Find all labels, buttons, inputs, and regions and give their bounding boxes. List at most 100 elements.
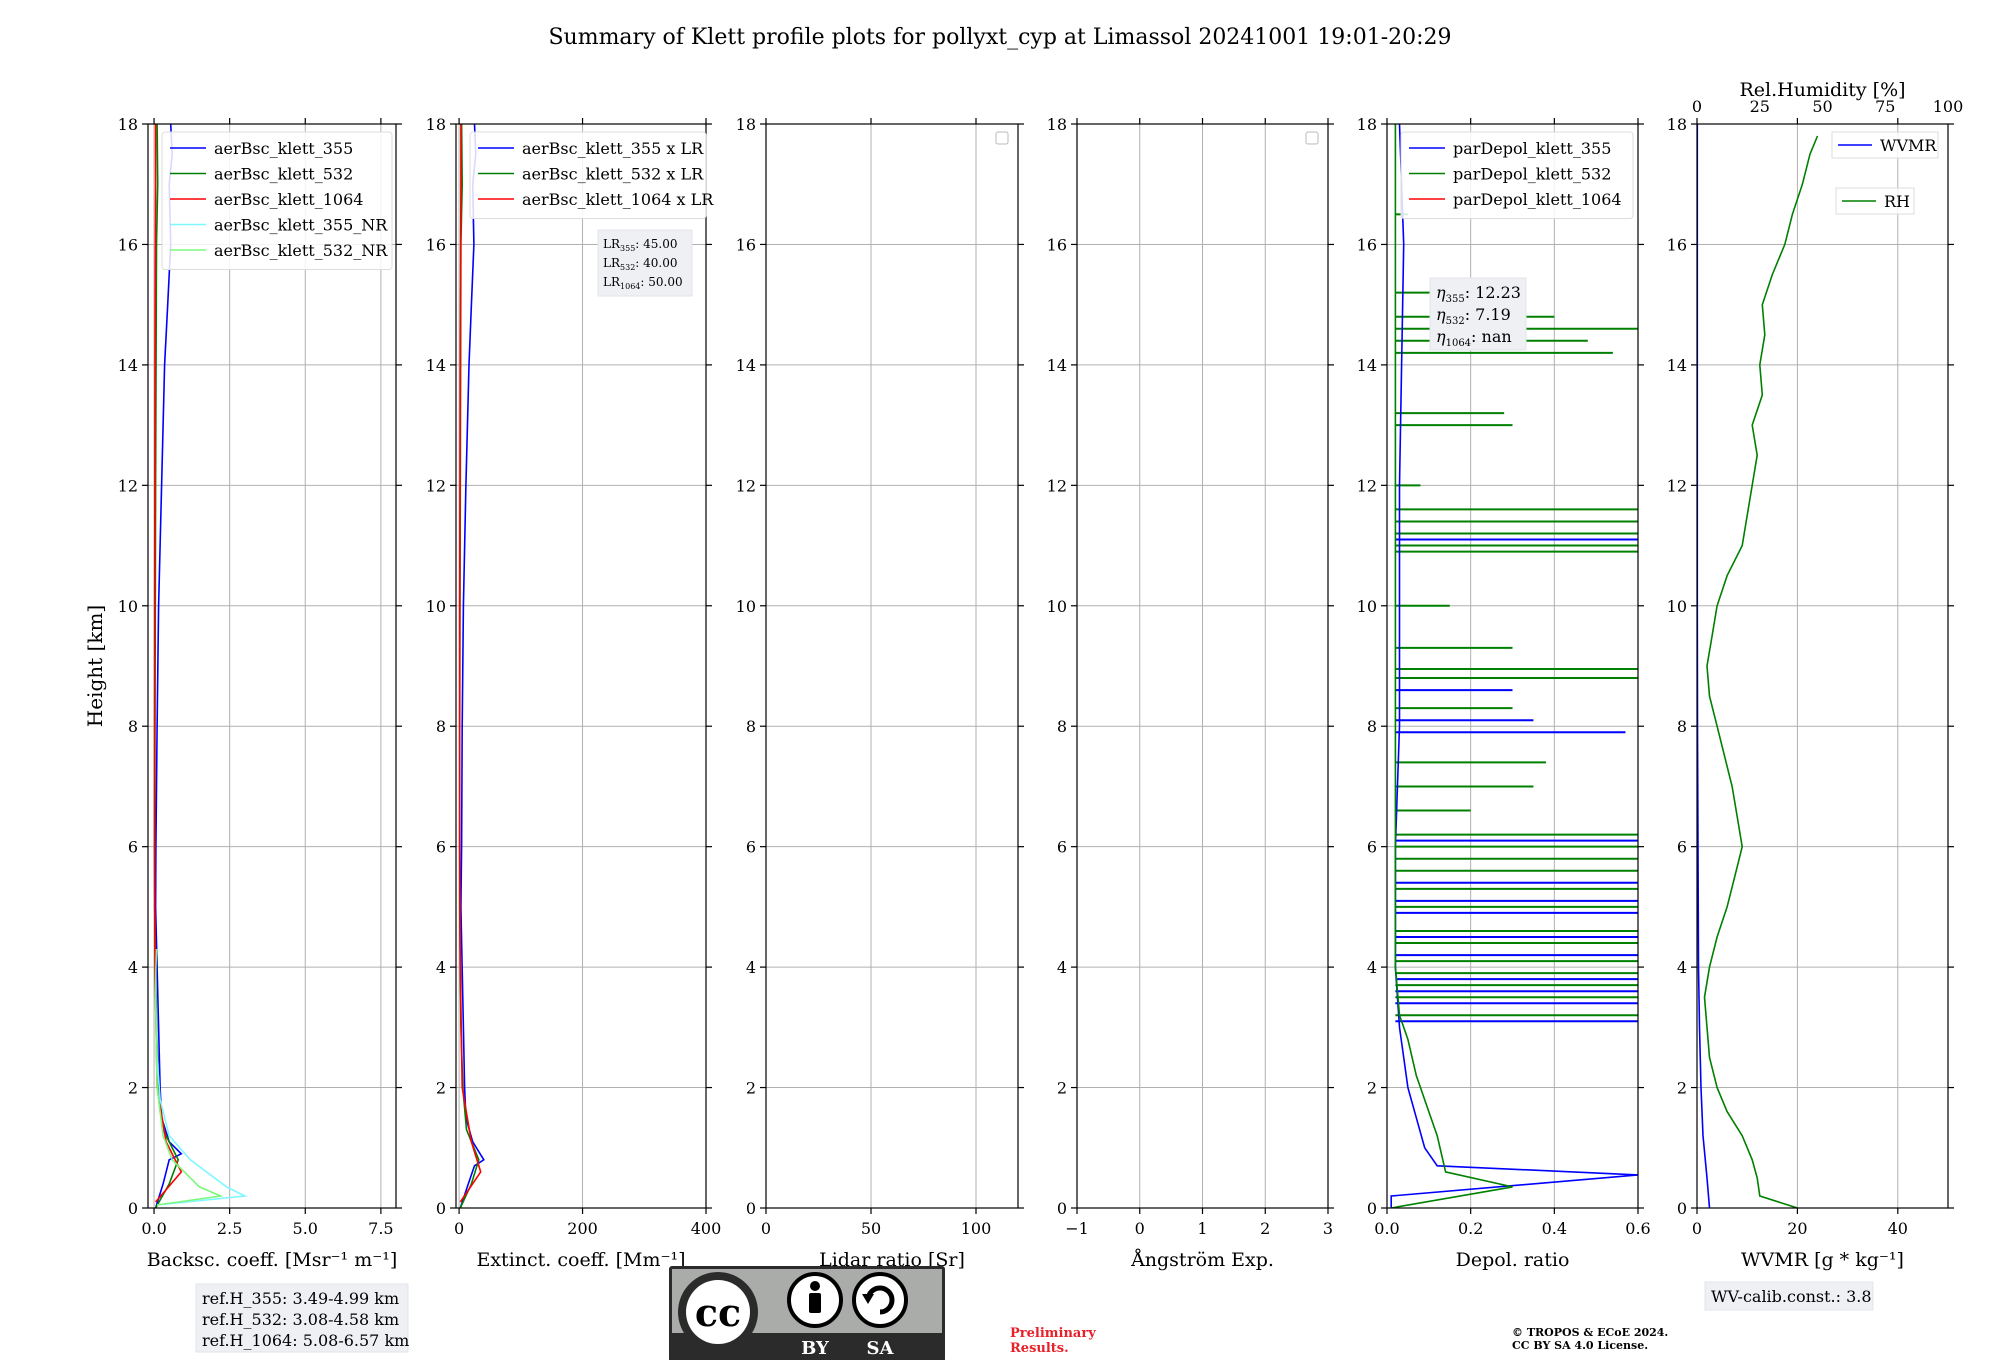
reference-height-note: ref.H_355: 3.49-4.99 km ref.H_532: 3.08-4… [195,1283,409,1353]
ytick-label: 10 [426,597,446,616]
ytick-label: 0 [128,1199,138,1218]
badge-sa-label: SA [867,1338,895,1359]
note-line: ref.H_355: 3.49-4.99 km [202,1289,399,1308]
ytick-label: 12 [1047,476,1067,495]
lr-value: : 50.00 [640,275,682,289]
ytick-label: 18 [118,115,138,134]
ytick-label: 0 [436,1199,446,1218]
preliminary-line: Results. [1010,1341,1069,1356]
series-group [153,124,248,1208]
y-axis-label: Height [km] [83,605,107,727]
eta-sub: 355 [1446,294,1465,305]
ytick-label: 6 [1367,838,1377,857]
badge-by-label: BY [801,1338,830,1359]
lr-box [597,229,693,297]
eta-value: : nan [1471,327,1512,346]
copyright-line: CC BY SA 4.0 License. [1512,1339,1648,1352]
xtick-label: 200 [567,1219,598,1238]
x-axis-label: Backsc. coeff. [Msr⁻¹ m⁻¹] [147,1249,398,1271]
series-line-parDepol_klett_532 [1391,124,1513,1208]
lr-label: LR [603,256,621,270]
legend-label: parDepol_klett_532 [1453,165,1611,184]
ytick-label: 0 [1057,1199,1067,1218]
x2tick-label: 50 [1812,97,1832,116]
xtick-label: 0.6 [1625,1219,1650,1238]
legend-label: aerBsc_klett_355_NR [214,216,388,235]
legend: aerBsc_klett_355 x LR aerBsc_klett_532 x … [469,131,714,219]
cc-circle-inner [686,1280,750,1344]
lr-sub: 355 [620,244,635,253]
legend-label: aerBsc_klett_355 [214,139,353,158]
xtick-label: 2 [1260,1219,1270,1238]
ytick-label: 12 [1667,476,1687,495]
ytick-label: 16 [1047,235,1067,254]
chart-title: Summary of Klett profile plots for polly… [548,25,1451,50]
axes-frame [1696,123,1949,1209]
x-axis-label: WVMR [g * kg⁻¹] [1741,1249,1904,1271]
by-person-body [809,1293,821,1313]
lr-label: LR [603,275,621,289]
xtick-label: 50 [861,1219,881,1238]
x-axis-label: Ångström Exp. [1130,1249,1274,1271]
ytick-label: 4 [1367,958,1377,977]
series-line-aerBsc_klett_355 x LR [459,124,485,1208]
legend-label: aerBsc_klett_1064 x LR [522,190,714,209]
ytick-label: 16 [1667,235,1687,254]
axes-frame [455,123,707,1209]
ytick-label: 14 [1667,356,1687,375]
ytick-label: 14 [1357,356,1377,375]
series-group [458,124,485,1208]
ytick-label: 0 [1367,1199,1377,1218]
xtick-label: 5.0 [293,1219,318,1238]
ytick-label: 2 [1367,1079,1377,1098]
note-line: ref.H_1064: 5.08-6.57 km [202,1331,409,1350]
eta-sub: 532 [1446,316,1465,327]
cc-license-badge: cc BY SA [669,1266,945,1362]
ytick-label: 16 [1357,235,1377,254]
eta-box [1429,277,1527,351]
note-line: ref.H_532: 3.08-4.58 km [202,1310,399,1329]
axes-frame [147,123,397,1209]
ytick-label: 18 [426,115,446,134]
ytick-label: 14 [118,356,138,375]
note-box [1704,1281,1874,1311]
x2-axis-label: Rel.Humidity [%] [1739,79,1905,101]
x-axis-label: Lidar ratio [Sr] [819,1249,965,1271]
ytick-label: 2 [1677,1079,1687,1098]
series-line-parDepol_klett_355 [1390,124,1638,1208]
xtick-label: 100 [961,1219,992,1238]
xtick-label: 0 [1692,1219,1702,1238]
lr-line: LR532: 40.00 [603,256,678,272]
preliminary-line: Preliminary [1010,1326,1096,1341]
xtick-label: 0.2 [1458,1219,1483,1238]
xtick-label: 0.0 [1374,1219,1399,1238]
series-line-aerBsc_klett_532_NR [154,948,224,1206]
legend-label: parDepol_klett_355 [1453,139,1611,158]
eta-line: η355: 12.23 [1436,283,1521,305]
xtick-label: 0 [454,1219,464,1238]
legend-label: aerBsc_klett_532 x LR [522,165,704,184]
eta-value: : 7.19 [1465,305,1511,324]
series-line-aerBsc_klett_1064 [153,124,183,1203]
eta-label: η [1436,327,1446,346]
legend-label: aerBsc_klett_355 x LR [522,139,704,158]
note-box [195,1283,409,1353]
legend-label: aerBsc_klett_532_NR [214,241,388,260]
ytick-label: 6 [128,838,138,857]
ytick-label: 16 [118,235,138,254]
ytick-label: 6 [1677,838,1687,857]
ytick-label: 4 [746,958,756,977]
ytick-label: 2 [746,1079,756,1098]
series-line-aerBsc_klett_1064 x LR [458,124,482,1203]
xtick-label: 0.0 [141,1219,166,1238]
ytick-label: 6 [436,838,446,857]
legend-label: WVMR [1880,136,1937,155]
series-group [1390,124,1638,1208]
legend-box [161,131,393,270]
lr-sub: 532 [620,263,635,272]
legend-label: parDepol_klett_1064 [1453,190,1622,209]
eta-label: η [1436,305,1446,324]
